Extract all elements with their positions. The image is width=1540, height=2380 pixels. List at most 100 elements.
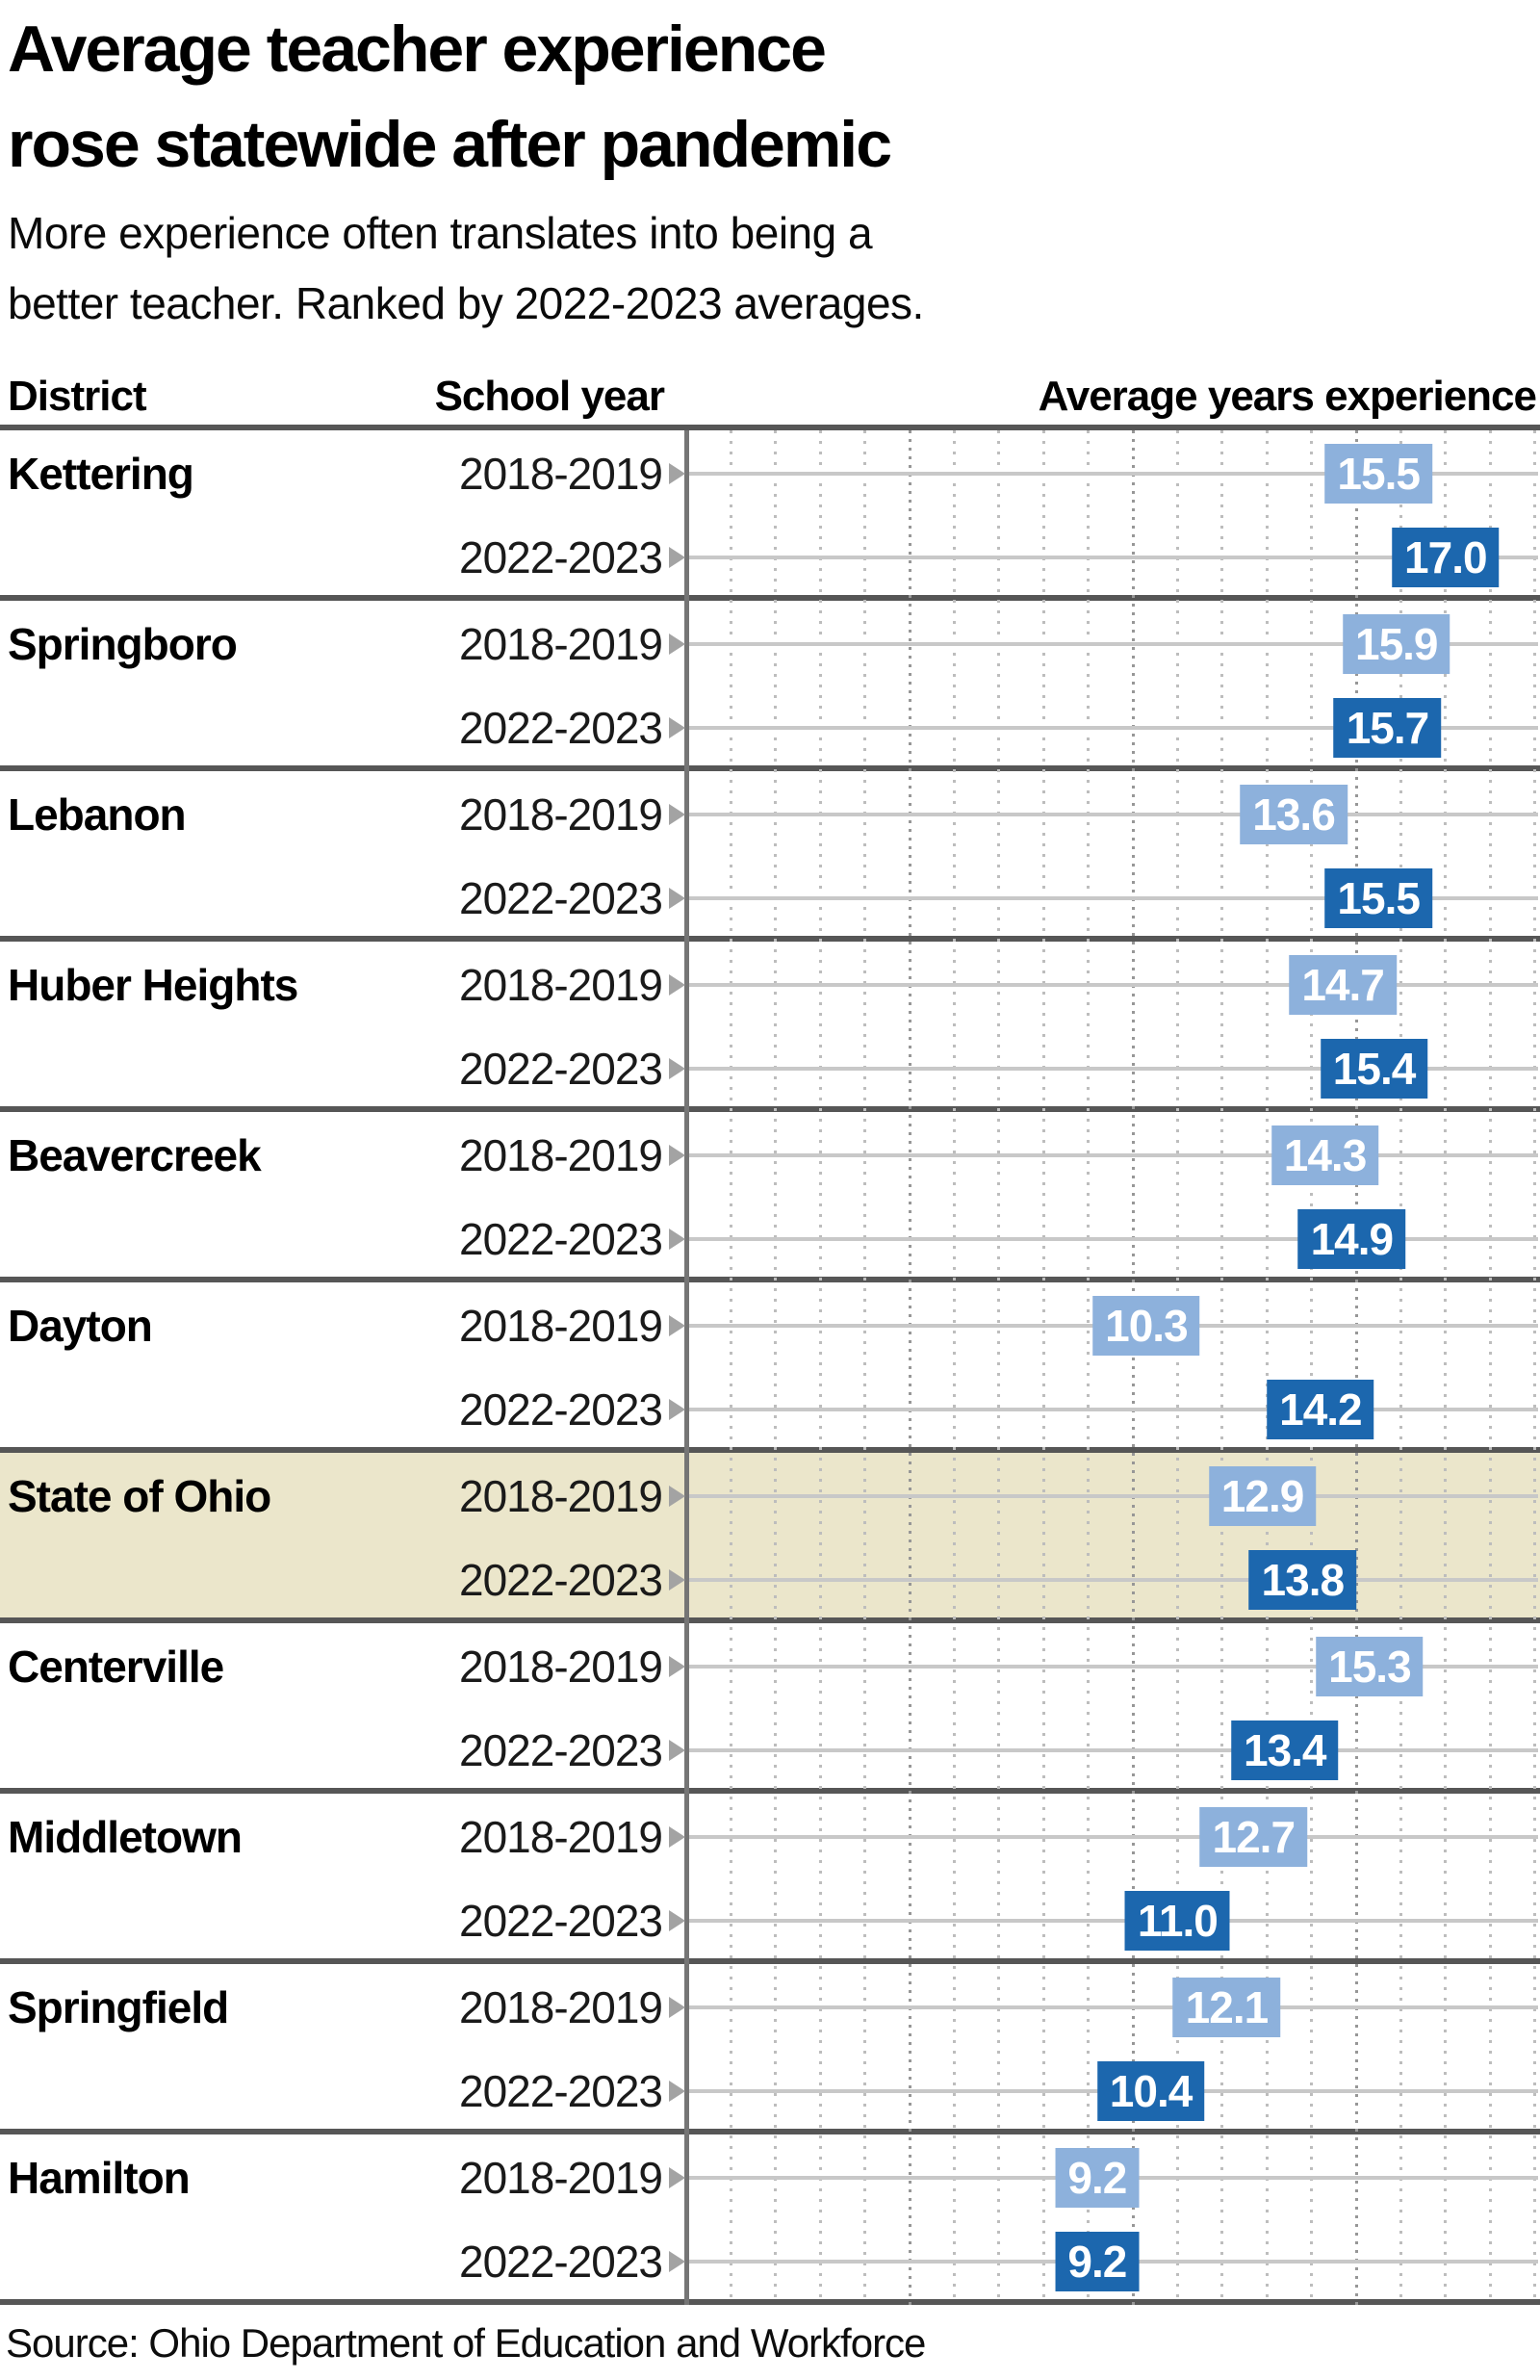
school-year-label: 2018-2019	[459, 1812, 663, 1862]
value-marker: 13.8	[1248, 1550, 1357, 1610]
row-pointer-triangle-icon	[669, 1569, 685, 1591]
school-year-label: 2018-2019	[459, 1982, 663, 2032]
row-pointer-triangle-icon	[669, 1315, 685, 1336]
column-header-value: Average years experience	[1038, 373, 1537, 420]
school-year-label: 2022-2023	[459, 1384, 663, 1435]
row-pointer-triangle-icon	[669, 974, 685, 996]
row-track-line	[689, 983, 1538, 987]
value-marker: 15.7	[1333, 698, 1442, 758]
value-marker: 15.5	[1324, 444, 1432, 504]
table-row	[0, 1794, 1540, 1964]
row-pointer-triangle-icon	[669, 2167, 685, 2188]
chart-area: Kettering 2018-2019 15.5 2022-2023 17.0 Sprin…	[0, 425, 1540, 2311]
row-pointer-triangle-icon	[669, 1740, 685, 1761]
chart-subtitle: More experience often translates into be…	[8, 198, 924, 339]
school-year-label: 2022-2023	[459, 703, 663, 753]
row-track-line	[689, 1578, 1538, 1582]
value-marker: 11.0	[1124, 1891, 1230, 1951]
table-row	[0, 601, 1540, 771]
value-marker: 14.3	[1270, 1125, 1379, 1185]
row-track-line	[689, 726, 1538, 730]
value-marker: 9.2	[1055, 2232, 1140, 2291]
table-row	[0, 942, 1540, 1112]
row-track-line	[689, 472, 1538, 476]
row-pointer-triangle-icon	[669, 1058, 685, 1079]
district-label: Middletown	[8, 1812, 243, 1862]
row-track-line	[689, 1408, 1538, 1411]
row-pointer-triangle-icon	[669, 1229, 685, 1250]
row-track-line	[689, 1835, 1538, 1839]
row-pointer-triangle-icon	[669, 1145, 685, 1166]
rows-content: Kettering 2018-2019 15.5 2022-2023 17.0 Sprin…	[0, 430, 1540, 2305]
chart-title-line1: Average teacher experience	[8, 13, 827, 86]
school-year-label: 2022-2023	[459, 532, 663, 582]
row-pointer-triangle-icon	[669, 463, 685, 484]
column-header-school-year: School year	[434, 373, 665, 420]
table-row	[0, 1623, 1540, 1794]
district-label: Hamilton	[8, 2153, 191, 2203]
value-marker: 15.5	[1324, 868, 1432, 928]
district-label: Centerville	[8, 1642, 224, 1692]
row-track-line	[689, 1237, 1538, 1241]
value-marker: 14.9	[1297, 1209, 1406, 1269]
district-label: Lebanon	[8, 789, 187, 840]
school-year-label: 2018-2019	[459, 1130, 663, 1180]
column-headers: District School year Average years exper…	[0, 367, 1540, 421]
row-pointer-triangle-icon	[669, 2081, 685, 2102]
row-track-line	[689, 1919, 1538, 1923]
row-track-line	[689, 1665, 1538, 1669]
district-label: Springfield	[8, 1982, 229, 2032]
value-marker: 9.2	[1055, 2148, 1140, 2208]
value-marker: 14.2	[1267, 1380, 1374, 1439]
table-row	[0, 771, 1540, 942]
school-year-label: 2022-2023	[459, 1214, 663, 1264]
school-year-label: 2018-2019	[459, 2153, 663, 2203]
value-marker: 13.4	[1230, 1720, 1339, 1780]
school-year-label: 2018-2019	[459, 1642, 663, 1692]
row-pointer-triangle-icon	[669, 888, 685, 909]
school-year-label: 2018-2019	[459, 1471, 663, 1521]
value-marker: 10.4	[1096, 2061, 1205, 2121]
row-track-line	[689, 1494, 1538, 1498]
column-header-district: District	[8, 373, 147, 420]
row-pointer-triangle-icon	[669, 547, 685, 568]
school-year-label: 2022-2023	[459, 1044, 663, 1094]
source-note: Source: Ohio Department of Education and…	[6, 2320, 926, 2366]
table-row	[0, 2134, 1540, 2305]
row-track-line	[689, 642, 1538, 646]
row-pointer-triangle-icon	[669, 1826, 685, 1848]
school-year-label: 2022-2023	[459, 1896, 663, 1946]
table-row	[0, 1112, 1540, 1282]
school-year-label: 2018-2019	[459, 449, 663, 499]
district-label: Huber Heights	[8, 960, 298, 1010]
table-row	[0, 430, 1540, 601]
school-year-label: 2022-2023	[459, 2237, 663, 2287]
table-row	[0, 1282, 1540, 1453]
district-label: Springboro	[8, 619, 238, 669]
value-marker: 12.7	[1199, 1807, 1308, 1867]
value-marker: 10.3	[1092, 1296, 1200, 1356]
school-year-label: 2022-2023	[459, 2066, 663, 2116]
row-pointer-triangle-icon	[669, 717, 685, 738]
row-pointer-triangle-icon	[669, 1399, 685, 1420]
value-marker: 14.7	[1289, 955, 1397, 1015]
district-label: State of Ohio	[8, 1471, 271, 1521]
value-marker: 12.9	[1208, 1466, 1317, 1526]
chart-subtitle-line1: More experience often translates into be…	[8, 208, 873, 258]
district-label: Dayton	[8, 1301, 153, 1351]
district-label: Beavercreek	[8, 1130, 262, 1180]
row-track-line	[689, 1067, 1538, 1071]
value-marker: 17.0	[1392, 528, 1500, 587]
school-year-label: 2022-2023	[459, 1555, 663, 1605]
row-track-line	[689, 2005, 1538, 2009]
value-marker: 15.3	[1316, 1637, 1424, 1696]
row-track-line	[689, 813, 1538, 816]
row-track-line	[689, 896, 1538, 900]
row-track-line	[689, 556, 1538, 559]
school-year-label: 2018-2019	[459, 960, 663, 1010]
value-marker: 13.6	[1240, 785, 1348, 844]
row-pointer-triangle-icon	[669, 804, 685, 825]
table-row	[0, 1964, 1540, 2134]
school-year-label: 2022-2023	[459, 1725, 663, 1775]
chart-title-line2: rose statewide after pandemic	[8, 108, 892, 181]
